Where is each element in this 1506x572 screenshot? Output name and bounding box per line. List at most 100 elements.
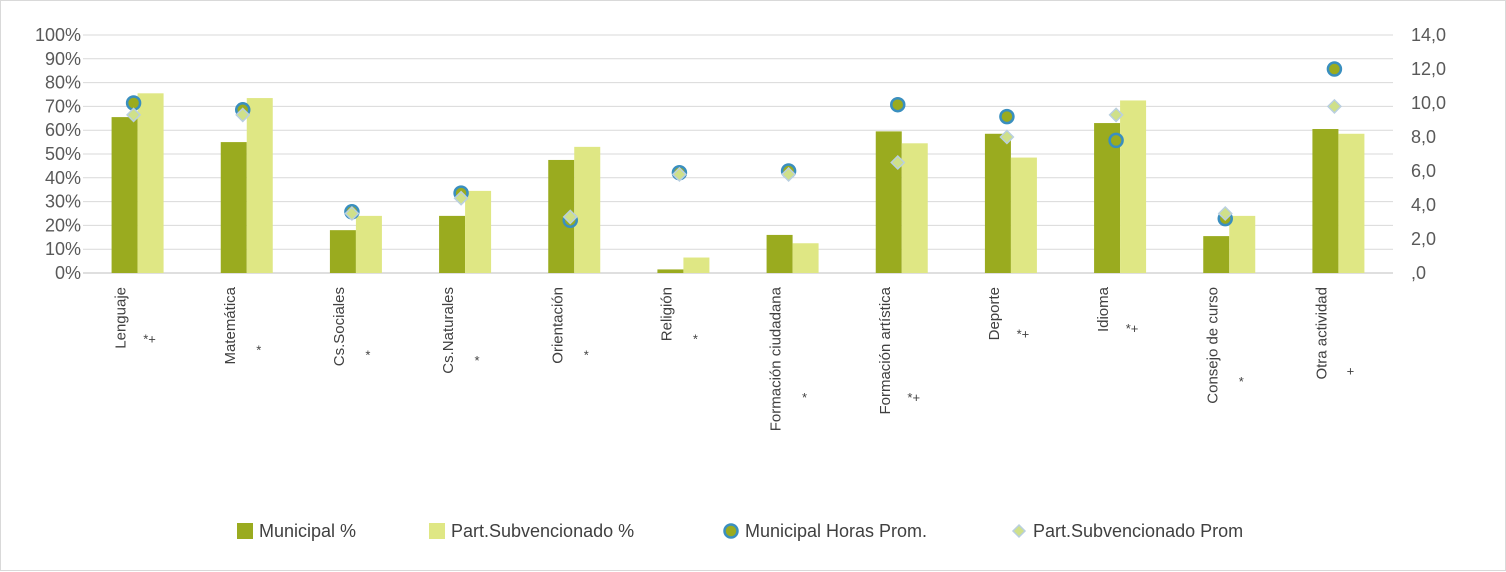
marker-part-subvencionado-prom: [235, 107, 251, 123]
x-category-label: Religión: [658, 287, 675, 341]
marker-part-subvencionado-prom: [1217, 205, 1233, 222]
marker-municipal-horas: [890, 96, 906, 113]
significance-marker: *+: [1017, 326, 1030, 341]
x-category-label: Cs.Sociales: [331, 287, 348, 366]
significance-marker: *: [584, 348, 589, 363]
x-category-label: Matemática: [222, 286, 239, 364]
significance-marker: *: [802, 390, 807, 405]
y-left-tick-label: 30%: [45, 192, 81, 212]
bar-municipal: [875, 131, 902, 273]
significance-marker: *+: [143, 332, 156, 347]
legend-swatch: [1011, 523, 1027, 539]
legend: Municipal % Part.Subvencionado % Municipal…: [237, 521, 1243, 541]
bar-municipal: [1312, 129, 1339, 273]
legend-label: Part.Subvencionado Prom: [1033, 521, 1243, 541]
bar-part-subvencionado: [465, 190, 492, 273]
bar-part-subvencionado: [1010, 157, 1037, 273]
significance-marker: *: [693, 332, 698, 347]
x-category-label: Idioma: [1095, 286, 1112, 332]
bar-part-subvencionado: [1120, 100, 1147, 273]
y-axis-right: ,0 2,0 4,0 6,0 8,0 10,0 12,0 14,0: [1411, 25, 1446, 283]
x-category-label: Formación artística: [877, 286, 894, 414]
bar-municipal: [766, 234, 793, 273]
bar-municipal: [657, 269, 684, 273]
y-right-tick-label: 12,0: [1411, 59, 1446, 79]
y-left-tick-label: 20%: [45, 215, 81, 235]
legend-label: Part.Subvencionado %: [451, 521, 634, 541]
y-left-tick-label: 80%: [45, 73, 81, 93]
bar-part-subvencionado: [1229, 215, 1256, 273]
marker-part-subvencionado-prom: [999, 129, 1015, 145]
y-left-tick-label: 90%: [45, 49, 81, 69]
y-right-tick-label: 8,0: [1411, 127, 1436, 147]
bar-part-subvencionado: [137, 93, 164, 273]
significance-marker: *: [256, 342, 261, 357]
bar-part-subvencionado: [1338, 133, 1365, 273]
marker-municipal-horas: [1108, 132, 1124, 149]
x-category-label: Formación ciudadana: [768, 286, 785, 431]
bar-municipal: [220, 142, 247, 273]
bar-municipal: [329, 230, 356, 273]
marker-part-subvencionado-prom: [671, 166, 687, 182]
markers: [125, 61, 1343, 229]
marker-part-subvencionado-prom: [344, 205, 360, 222]
x-category-label: Deporte: [986, 287, 1003, 340]
bar-part-subvencionado: [683, 257, 710, 273]
y-left-tick-label: 10%: [45, 239, 81, 259]
significance-marker: *: [365, 348, 370, 363]
x-category-label: Orientación: [549, 287, 566, 364]
bar-part-subvencionado: [792, 243, 819, 273]
legend-item: Part.Subvencionado %: [429, 521, 634, 541]
bar-municipal: [111, 117, 138, 273]
gridlines: [83, 34, 1393, 274]
significance-marker: *: [1239, 374, 1244, 389]
bar-part-subvencionado: [574, 146, 601, 273]
bar-municipal: [984, 133, 1011, 273]
legend-item: Municipal %: [237, 521, 356, 541]
y-right-tick-label: 4,0: [1411, 195, 1436, 215]
bar-part-subvencionado: [246, 98, 273, 273]
significance-marker: *+: [1126, 321, 1139, 336]
y-right-tick-label: 6,0: [1411, 161, 1436, 181]
bar-part-subvencionado: [901, 143, 928, 273]
x-category-label: Lenguaje: [113, 287, 130, 349]
significance-marker: *+: [907, 390, 920, 405]
legend-item: Part.Subvencionado Prom: [1011, 521, 1243, 541]
x-category-label: Cs.Naturales: [440, 287, 457, 374]
y-right-tick-label: 2,0: [1411, 229, 1436, 249]
marker-part-subvencionado-prom: [562, 209, 578, 225]
bar-part-subvencionado: [355, 215, 382, 273]
y-left-tick-label: 40%: [45, 168, 81, 188]
y-right-tick-label: 10,0: [1411, 93, 1446, 113]
legend-label: Municipal %: [259, 521, 356, 541]
x-category-label: Consejo de curso: [1204, 287, 1221, 404]
legend-swatch: [429, 523, 445, 539]
y-left-tick-label: 60%: [45, 120, 81, 140]
y-right-tick-label: ,0: [1411, 263, 1426, 283]
marker-part-subvencionado-prom: [126, 107, 142, 123]
y-axis-left: 0% 10% 20% 30% 40% 50% 60% 70% 80% 90% 100%: [35, 25, 81, 283]
y-left-tick-label: 70%: [45, 96, 81, 116]
y-right-tick-label: 14,0: [1411, 25, 1446, 45]
marker-part-subvencionado-prom: [1326, 98, 1342, 114]
legend-swatch: [723, 523, 739, 539]
y-left-tick-label: 0%: [55, 263, 81, 283]
bar-municipal: [439, 215, 466, 273]
y-left-tick-label: 50%: [45, 144, 81, 164]
x-category-label: Otra actividad: [1313, 287, 1330, 380]
bars: [111, 93, 1365, 273]
x-axis-categories: Lenguaje *+ Matemática * Cs.Sociales * Cs.Natu…: [113, 286, 1355, 431]
marker-part-subvencionado-prom: [453, 190, 469, 206]
marker-part-subvencionado-prom: [1108, 107, 1124, 123]
legend-label: Municipal Horas Prom.: [745, 521, 927, 541]
significance-marker: +: [1347, 364, 1355, 379]
significance-marker: *: [475, 353, 480, 368]
legend-swatch: [237, 523, 253, 539]
y-left-tick-label: 100%: [35, 25, 81, 45]
legend-item: Municipal Horas Prom.: [723, 521, 927, 541]
marker-part-subvencionado-prom: [890, 154, 906, 171]
marker-municipal-horas: [999, 108, 1015, 125]
marker-municipal-horas: [1326, 61, 1343, 77]
